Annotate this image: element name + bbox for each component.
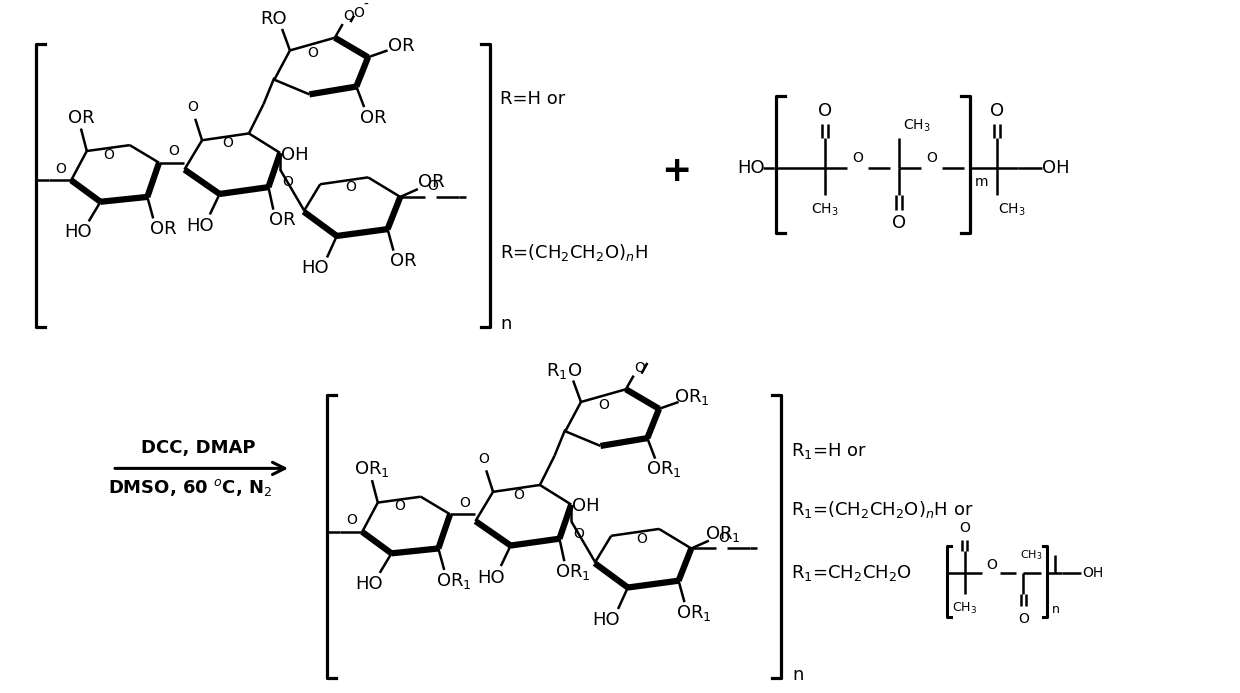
Text: O: O: [353, 6, 363, 20]
Text: HO: HO: [593, 611, 620, 629]
Text: O: O: [345, 180, 356, 194]
Text: OR: OR: [360, 109, 386, 127]
Text: OH: OH: [572, 498, 600, 516]
Text: O: O: [346, 513, 357, 527]
Text: O: O: [634, 361, 645, 375]
Text: m: m: [975, 175, 988, 189]
Text: R$_1$=H or: R$_1$=H or: [791, 441, 867, 461]
Text: HO: HO: [301, 259, 329, 277]
Text: OR$_1$: OR$_1$: [556, 562, 591, 582]
Text: O: O: [427, 179, 438, 193]
Text: OR$_1$: OR$_1$: [704, 524, 740, 544]
Text: R=H or: R=H or: [500, 90, 565, 108]
Text: O: O: [718, 531, 729, 545]
Text: HO: HO: [477, 569, 505, 587]
Text: n: n: [501, 315, 512, 333]
Text: R$_1$O: R$_1$O: [546, 361, 583, 380]
Text: OH: OH: [1083, 566, 1104, 580]
Text: O: O: [513, 488, 523, 502]
Text: CH$_3$: CH$_3$: [811, 202, 839, 218]
Text: O: O: [459, 495, 470, 509]
Text: R$_1$=(CH$_2$CH$_2$O)$_n$H or: R$_1$=(CH$_2$CH$_2$O)$_n$H or: [791, 499, 973, 520]
Text: O: O: [893, 214, 906, 232]
Text: O: O: [55, 161, 66, 175]
Text: CH$_3$: CH$_3$: [1019, 548, 1043, 562]
Text: OR: OR: [68, 109, 94, 127]
Text: R$_1$=CH$_2$CH$_2$O: R$_1$=CH$_2$CH$_2$O: [791, 563, 911, 583]
Text: OR: OR: [389, 252, 417, 270]
Text: O: O: [574, 527, 584, 541]
Text: n: n: [1052, 604, 1059, 617]
Text: O: O: [283, 175, 294, 189]
Text: OR: OR: [269, 211, 295, 229]
Text: O: O: [818, 102, 832, 120]
Text: OR$_1$: OR$_1$: [676, 603, 712, 623]
Text: HO: HO: [186, 217, 213, 235]
Text: O: O: [169, 144, 179, 158]
Text: n: n: [792, 667, 804, 685]
Text: DCC, DMAP: DCC, DMAP: [141, 439, 255, 457]
Text: OR$_1$: OR$_1$: [675, 387, 711, 407]
Text: O: O: [187, 100, 197, 114]
Text: OR$_1$: OR$_1$: [436, 571, 472, 590]
Text: O: O: [477, 452, 489, 466]
Text: O: O: [222, 137, 233, 150]
Text: HO: HO: [737, 159, 765, 177]
Text: O: O: [852, 151, 863, 165]
Text: CH$_3$: CH$_3$: [998, 202, 1025, 218]
Text: HO: HO: [64, 223, 92, 241]
Text: OR: OR: [150, 220, 176, 238]
Text: O: O: [343, 9, 353, 24]
Text: DMSO, 60 $^o$C, N$_2$: DMSO, 60 $^o$C, N$_2$: [108, 477, 273, 498]
Text: OH: OH: [1042, 159, 1069, 177]
Text: OR$_1$: OR$_1$: [355, 459, 389, 480]
Text: O: O: [308, 46, 317, 60]
Text: OR: OR: [388, 37, 414, 55]
Text: O: O: [990, 102, 1004, 120]
Text: O: O: [960, 521, 970, 535]
Text: O: O: [103, 148, 114, 162]
Text: RO: RO: [260, 10, 286, 28]
Text: O: O: [598, 398, 609, 412]
Text: CH$_3$: CH$_3$: [903, 117, 931, 134]
Text: O: O: [987, 558, 997, 572]
Text: OR: OR: [418, 173, 445, 191]
Text: +: +: [661, 154, 692, 188]
Text: CH$_3$: CH$_3$: [952, 601, 977, 615]
Text: O: O: [636, 532, 647, 545]
Text: HO: HO: [355, 574, 383, 593]
Text: O: O: [394, 500, 404, 514]
Text: OR$_1$: OR$_1$: [646, 459, 682, 480]
Text: OH: OH: [281, 146, 309, 164]
Text: O: O: [1018, 612, 1029, 626]
Text: -: -: [363, 0, 368, 12]
Text: R=(CH$_2$CH$_2$O)$_n$H: R=(CH$_2$CH$_2$O)$_n$H: [500, 242, 647, 263]
Text: O: O: [926, 151, 937, 165]
